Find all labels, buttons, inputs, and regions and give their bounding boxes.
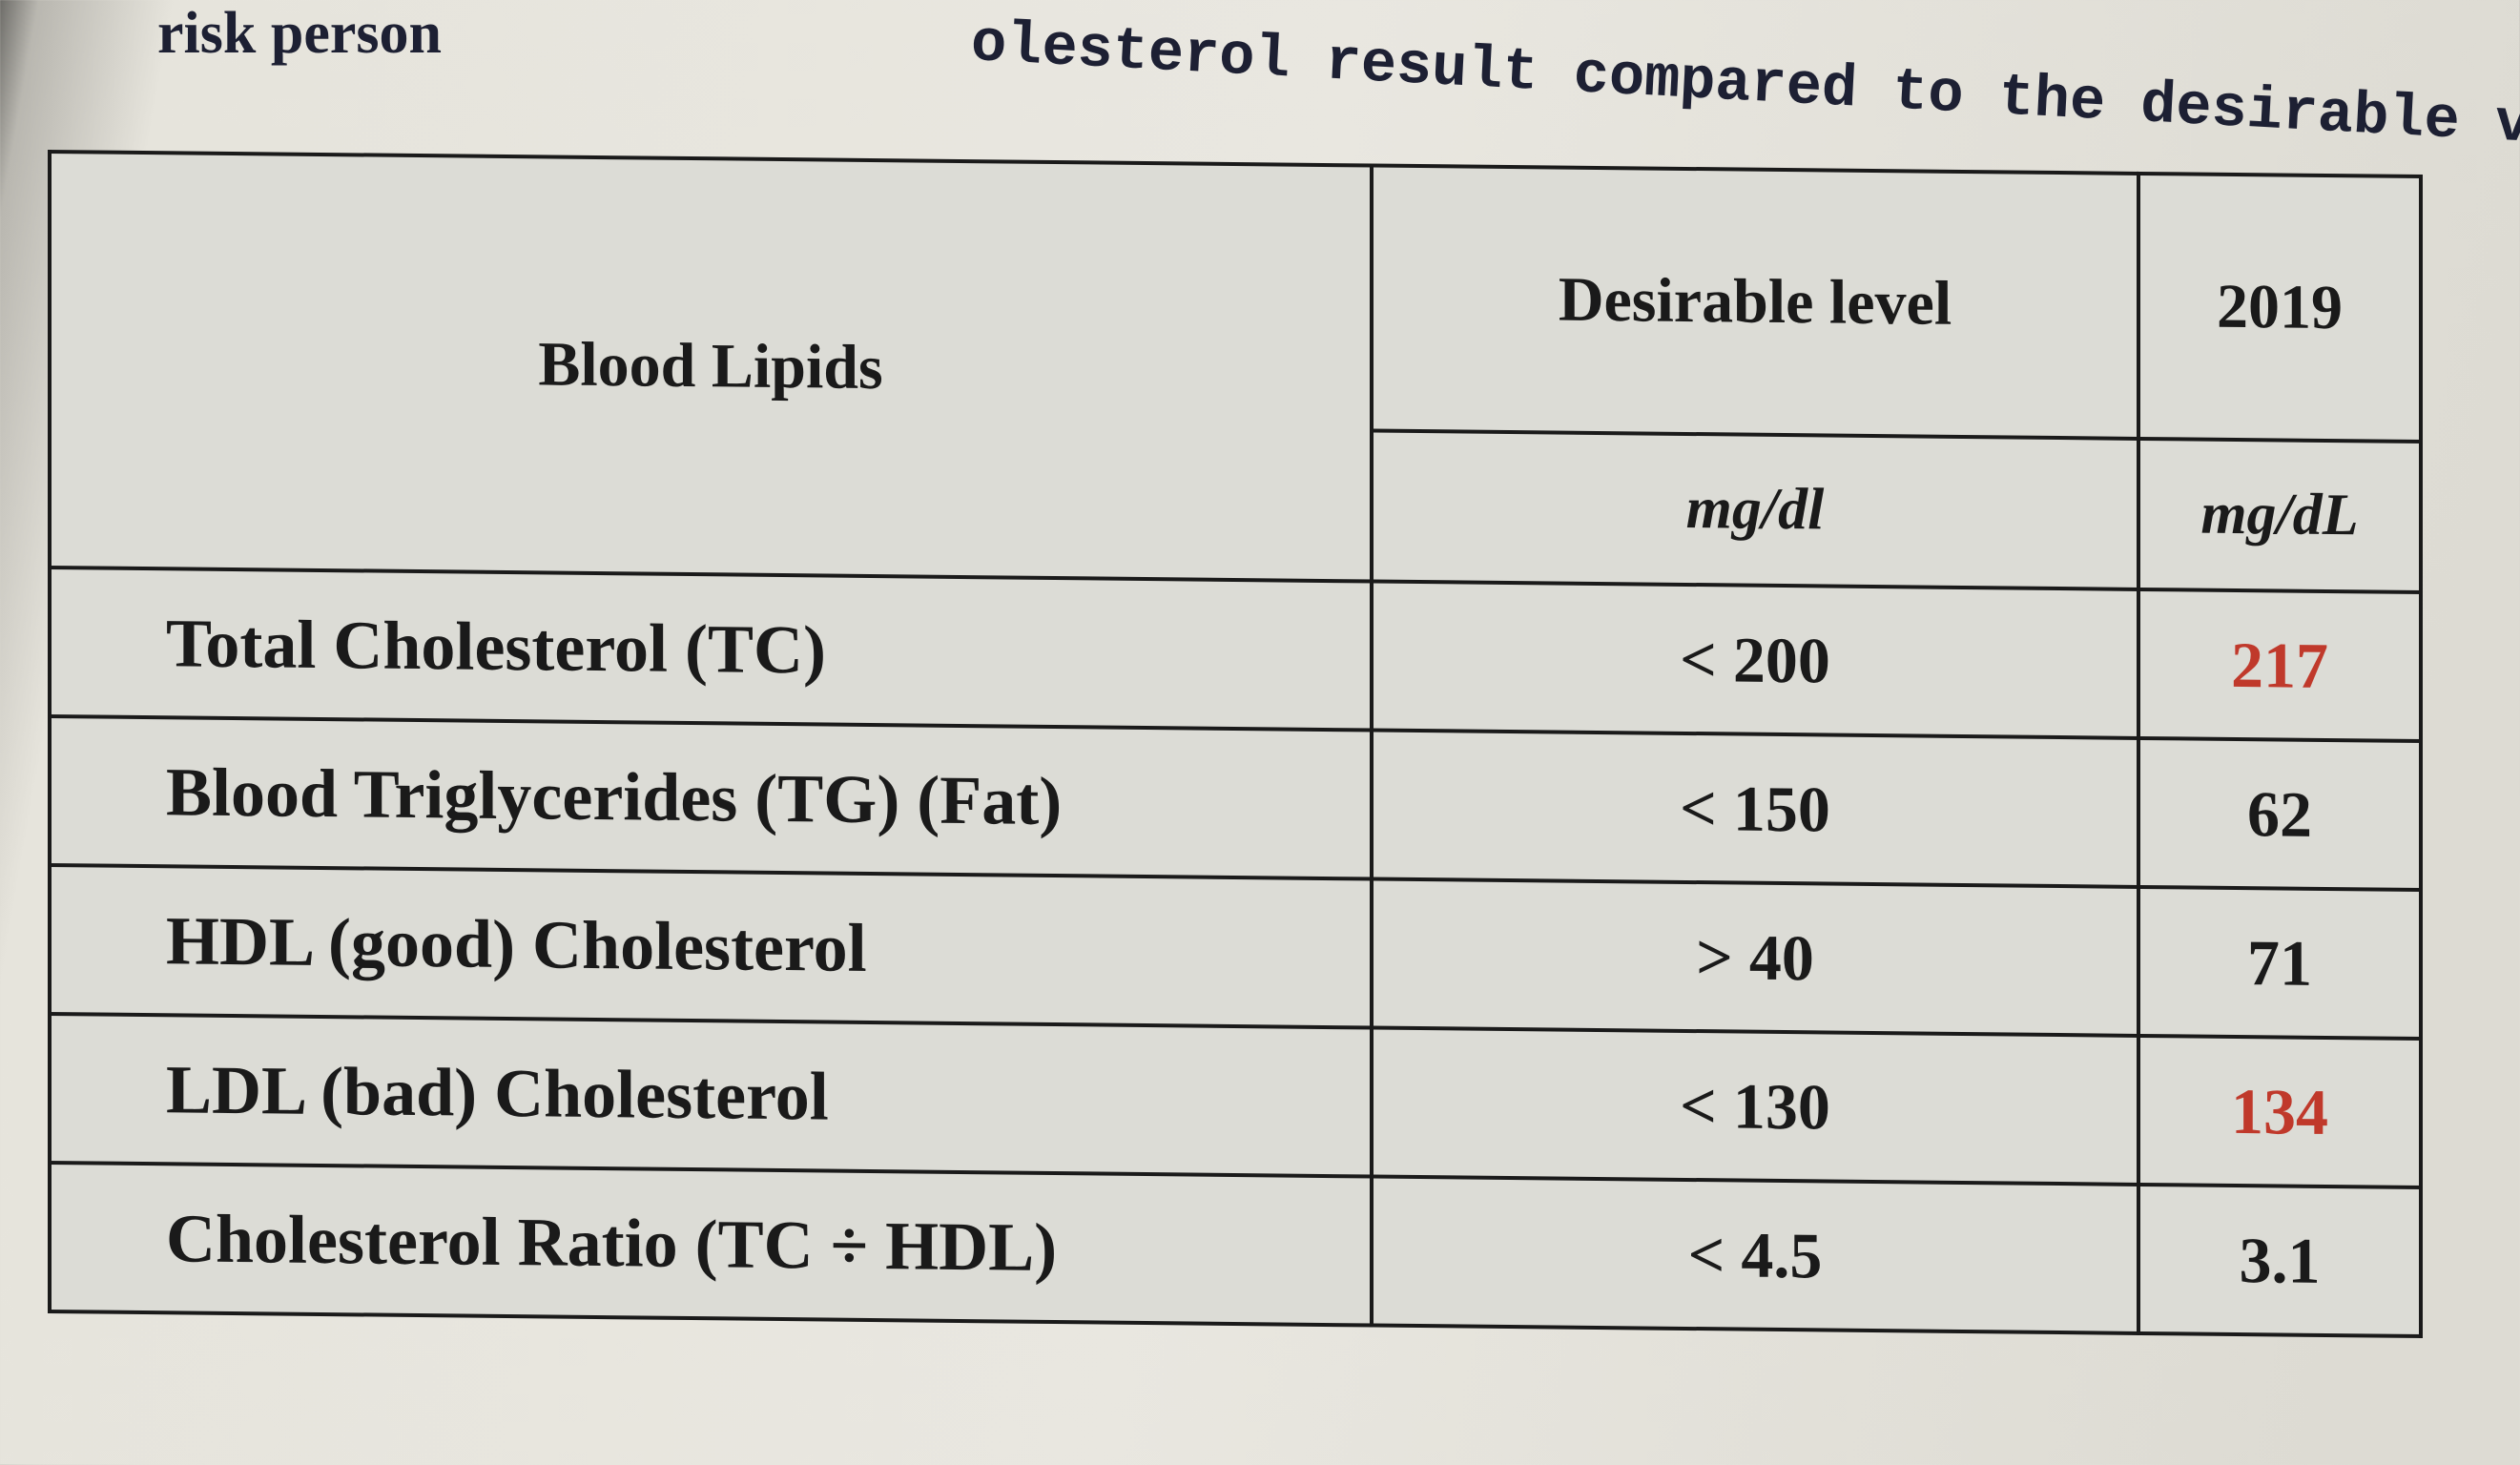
lipid-table: Blood Lipids Desirable level 2019 mg/dl …	[48, 149, 2423, 1339]
header-row: Blood Lipids Desirable level 2019	[50, 151, 2421, 582]
desirable-value: < 200	[1372, 581, 2138, 738]
table-row: Blood Triglycerides (TG) (Fat) < 150 62	[50, 715, 2421, 891]
desirable-value: < 150	[1372, 730, 2138, 887]
table-row: Total Cholesterol (TC) < 200 217	[50, 567, 2421, 742]
column-header: Blood Lipids	[50, 151, 1372, 582]
result-value: 134	[2138, 1035, 2421, 1188]
lipid-name: Blood Triglycerides (TG) (Fat)	[50, 715, 1372, 879]
header-text: risk person	[157, 1, 442, 66]
result-value: 3.1	[2138, 1184, 2421, 1337]
unit: mg/dl	[1372, 430, 2138, 589]
lipid-name: LDL (bad) Cholesterol	[50, 1013, 1372, 1177]
unit: mg/dL	[2138, 438, 2421, 593]
table-row: HDL (good) Cholesterol > 40 71	[50, 864, 2421, 1040]
result-value: 71	[2138, 886, 2421, 1040]
column-header: 2019	[2138, 173, 2421, 442]
desirable-value: < 130	[1372, 1027, 2138, 1185]
result-value: 217	[2138, 588, 2421, 742]
table-row: Cholesterol Ratio (TC ÷ HDL) < 4.5 3.1	[50, 1162, 2421, 1337]
lipid-name: HDL (good) Cholesterol	[50, 864, 1372, 1028]
lipid-name: Total Cholesterol (TC)	[50, 567, 1372, 731]
table-row: LDL (bad) Cholesterol < 130 134	[50, 1013, 2421, 1188]
result-value: 62	[2138, 737, 2421, 891]
desirable-value: > 40	[1372, 878, 2138, 1036]
lipid-name: Cholesterol Ratio (TC ÷ HDL)	[50, 1162, 1372, 1326]
desirable-value: < 4.5	[1372, 1176, 2138, 1333]
header-text: olesterol result compared to the desirab…	[969, 10, 2520, 172]
column-header: Desirable level	[1372, 165, 2138, 439]
